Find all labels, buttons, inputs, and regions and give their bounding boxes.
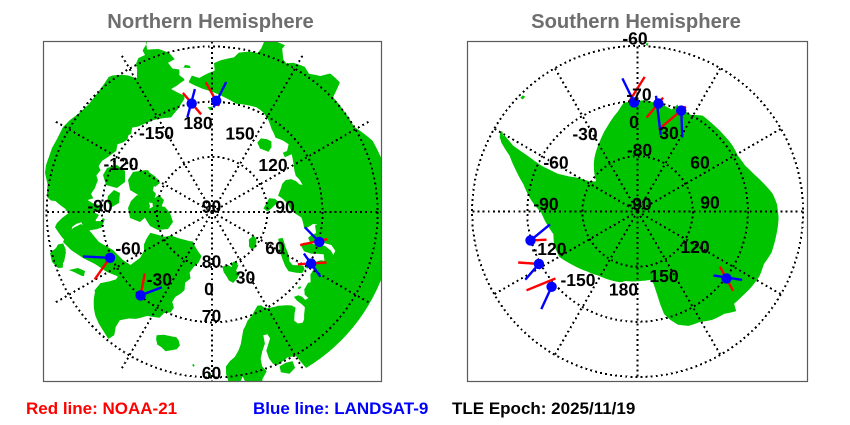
svg-text:TLE Epoch: 2025/11/19: TLE Epoch: 2025/11/19 <box>452 399 635 418</box>
svg-text:90: 90 <box>202 197 222 217</box>
svg-text:-30: -30 <box>147 270 173 290</box>
svg-text:-70: -70 <box>626 85 652 105</box>
svg-text:-150: -150 <box>560 270 595 290</box>
svg-text:-90: -90 <box>87 196 113 216</box>
svg-text:-90: -90 <box>533 194 559 214</box>
svg-text:-30: -30 <box>572 124 598 144</box>
svg-text:90: 90 <box>275 197 295 217</box>
svg-text:60: 60 <box>202 363 222 383</box>
svg-text:Southern Hemisphere: Southern Hemisphere <box>531 11 741 33</box>
svg-text:150: 150 <box>649 266 678 286</box>
svg-text:Red line: NOAA-21: Red line: NOAA-21 <box>26 399 177 418</box>
svg-text:80: 80 <box>202 252 222 272</box>
svg-text:-150: -150 <box>139 123 174 143</box>
svg-text:180: 180 <box>609 280 638 300</box>
svg-text:150: 150 <box>225 124 254 144</box>
svg-text:Blue line: LANDSAT-9: Blue line: LANDSAT-9 <box>253 399 428 418</box>
svg-text:-90: -90 <box>626 194 652 214</box>
svg-text:30: 30 <box>236 268 256 288</box>
svg-text:120: 120 <box>258 155 287 175</box>
svg-text:0: 0 <box>629 112 639 132</box>
svg-text:-120: -120 <box>531 239 566 259</box>
svg-text:60: 60 <box>690 153 710 173</box>
svg-text:120: 120 <box>680 237 709 257</box>
svg-text:-120: -120 <box>103 154 138 174</box>
svg-text:90: 90 <box>700 193 720 213</box>
svg-text:0: 0 <box>204 279 214 299</box>
svg-text:180: 180 <box>183 113 212 133</box>
svg-text:Northern Hemisphere: Northern Hemisphere <box>107 11 313 33</box>
svg-text:-80: -80 <box>627 140 653 160</box>
svg-text:-60: -60 <box>115 239 141 259</box>
svg-text:-60: -60 <box>622 29 648 49</box>
svg-text:60: 60 <box>265 238 285 258</box>
svg-text:70: 70 <box>202 306 222 326</box>
svg-text:-60: -60 <box>543 153 569 173</box>
svg-text:30: 30 <box>659 123 679 143</box>
